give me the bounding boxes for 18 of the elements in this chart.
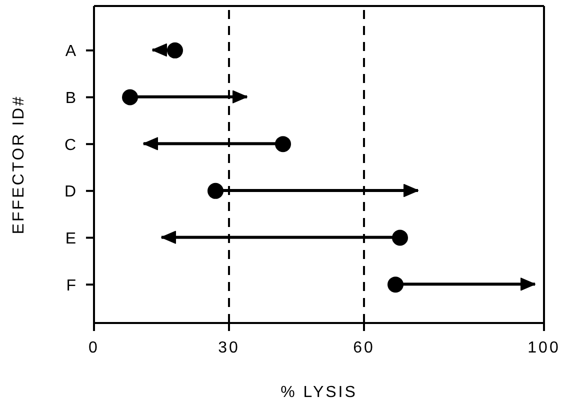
x-tick-label: 60 [353,339,375,356]
y-tick-label: E [65,230,78,248]
x-tick-label: 0 [88,339,100,356]
point [275,136,291,152]
x-tick-label: 100 [528,339,560,356]
y-tick-label: C [64,136,78,154]
x-tick-label: 30 [218,339,240,356]
point [392,230,408,246]
x-axis-title: % LYSIS [280,384,358,401]
point [167,42,183,58]
y-tick-label: D [64,184,78,201]
point [388,276,404,293]
y-tick-label: B [65,90,78,107]
y-tick-label: F [66,277,78,294]
point [122,89,138,106]
y-axis-title: EFFECTOR ID# [10,94,28,234]
y-tick-label: A [65,43,78,60]
point [208,182,224,199]
